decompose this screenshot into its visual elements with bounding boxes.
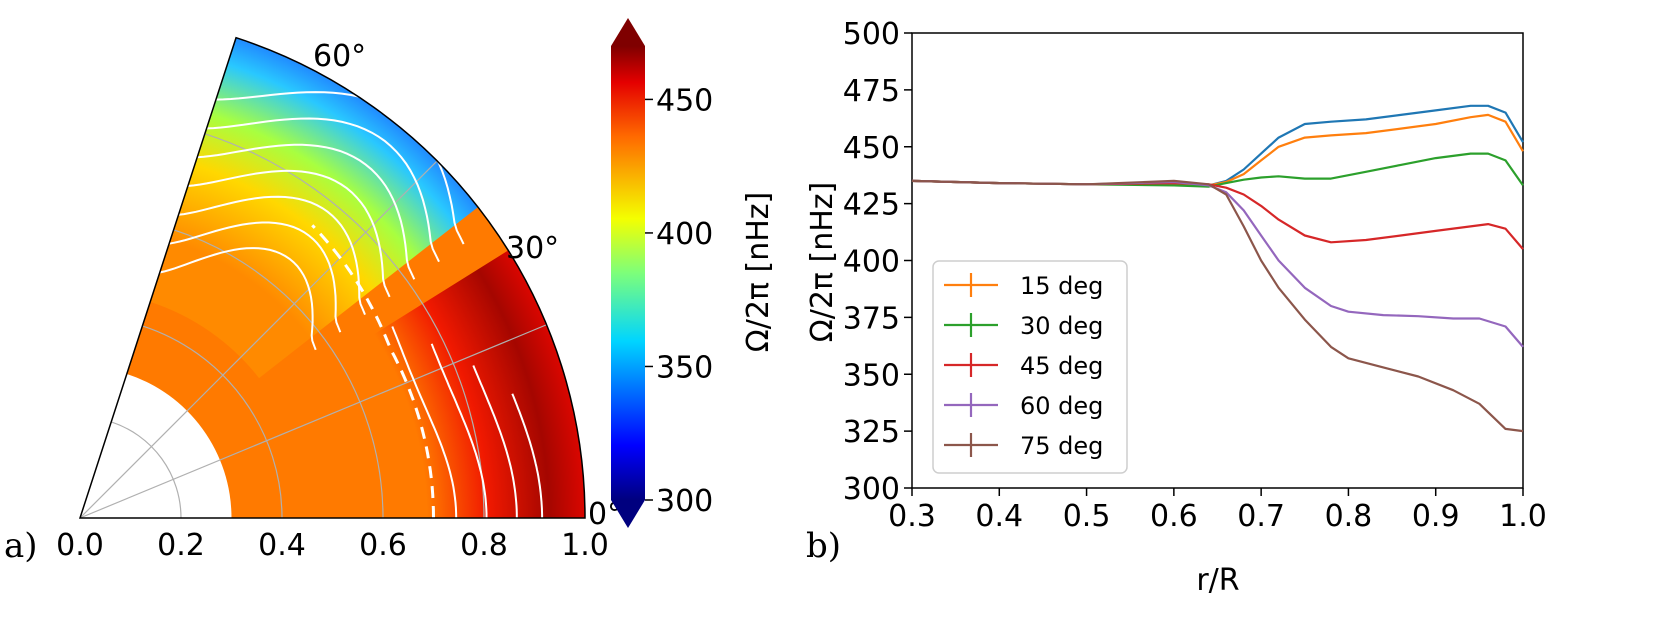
polar-wedge-outline: [78, 36, 586, 519]
contour-line: [159, 247, 317, 351]
contour-line: [206, 117, 440, 263]
polar-grid-arc: [111, 421, 182, 519]
contour-line: [430, 343, 488, 518]
y-axis-label: Ω/2π [nHz]: [805, 182, 840, 342]
polar-grid: [79, 133, 547, 519]
polar-radius-tick-label: 0.4: [258, 528, 306, 563]
y-tick-label: 325: [843, 415, 900, 450]
colorbar-bottom-extension: [611, 500, 645, 528]
contour-line: [197, 143, 416, 280]
y-tick-label: 375: [843, 301, 900, 336]
polar-radius-tick-label: 0.0: [56, 528, 104, 563]
polar-radius-ticks: 0.0 0.2 0.4 0.6 0.8 1.0: [56, 528, 609, 563]
polar-grid-spoke: [79, 160, 438, 519]
colorbar: 300 350 400 450 Ω/2π [nHz]: [611, 18, 776, 528]
legend-entry: 45 deg: [944, 352, 1103, 380]
x-tick-label: 0.5: [1063, 499, 1111, 534]
legend-box: [932, 260, 1128, 474]
legend: 15 deg 30 deg 45 deg 60 deg 75 deg: [932, 260, 1128, 474]
panel-label-a: a): [4, 526, 38, 566]
legend-entry: 60 deg: [944, 392, 1103, 420]
polar-radius-tick-label: 1.0: [561, 528, 609, 563]
x-axis-label: r/R: [1196, 563, 1239, 598]
y-tick-label: 300: [843, 472, 900, 507]
legend-entry: 75 deg: [944, 432, 1103, 460]
x-tick-label: 0.7: [1237, 499, 1285, 534]
y-tick-label: 400: [843, 245, 900, 280]
y-axis-ticks: 300 325 350 375 400 425 450 475 500: [843, 17, 912, 507]
contour-lines: [159, 91, 544, 519]
y-tick-label: 450: [843, 131, 900, 166]
contour-line: [215, 91, 465, 245]
contour-line: [511, 393, 544, 518]
colorbar-tick-label: 350: [656, 350, 713, 385]
polar-panel: 0.0 0.2 0.4 0.6 0.8 1.0 60° 30° 0° a): [4, 36, 622, 566]
legend-entry: 15 deg: [944, 272, 1103, 300]
x-tick-label: 0.6: [1150, 499, 1198, 534]
contour-line: [391, 326, 458, 519]
x-tick-label: 0.9: [1412, 499, 1460, 534]
colorbar-ticks: 300 350 400 450: [645, 83, 713, 519]
series-lines: [911, 104, 1524, 433]
angle-label-60: 60°: [313, 39, 366, 74]
contour-line: [178, 195, 366, 315]
colorbar-gradient: [611, 46, 645, 500]
contour-line: [168, 221, 342, 333]
legend-label: 45 deg: [1020, 352, 1103, 380]
colorbar-tick-label: 450: [656, 83, 713, 118]
colorbar-top-extension: [611, 18, 645, 46]
panel-label-b: b): [806, 526, 841, 566]
line-chart-panel: 300 325 350 375 400 425 450 475 500 0.3 0.4 0.5 0.6…: [805, 17, 1547, 598]
legend-label: 75 deg: [1020, 432, 1103, 460]
x-tick-label: 0.3: [888, 499, 936, 534]
y-tick-label: 350: [843, 358, 900, 393]
y-tick-label: 475: [843, 74, 900, 109]
angle-label-30: 30°: [506, 231, 559, 266]
contour-line: [472, 365, 518, 518]
legend-entry: 30 deg: [944, 312, 1103, 340]
polar-grid-spoke: [79, 324, 547, 519]
polar-radius-tick-label: 0.2: [157, 528, 205, 563]
x-tick-label: 0.8: [1325, 499, 1373, 534]
polar-radius-tick-label: 0.6: [359, 528, 407, 563]
tachocline-dashed-line: [311, 224, 435, 519]
x-tick-label: 1.0: [1499, 499, 1547, 534]
polar-radius-tick-label: 0.8: [460, 528, 508, 563]
legend-label: 30 deg: [1020, 312, 1103, 340]
polar-inner-core-blank: [80, 373, 232, 518]
colorbar-tick-label: 300: [656, 484, 713, 519]
polar-wedge-high-latitude: [150, 37, 478, 379]
x-axis-ticks: 0.3 0.4 0.5 0.6 0.7 0.8 0.9 1.0: [888, 488, 1547, 534]
legend-label: 60 deg: [1020, 392, 1103, 420]
colorbar-label: Ω/2π [nHz]: [741, 192, 776, 352]
legend-label: 15 deg: [1020, 272, 1103, 300]
legend-items: 15 deg 30 deg 45 deg 60 deg 75 deg: [944, 272, 1103, 460]
contour-line: [187, 169, 391, 298]
x-tick-label: 0.4: [975, 499, 1023, 534]
series-line-30-deg: [911, 152, 1524, 188]
polar-grid-arc: [173, 229, 384, 519]
polar-grid-arc: [204, 133, 485, 519]
y-tick-label: 500: [843, 17, 900, 52]
polar-grid-arc: [142, 325, 283, 519]
y-tick-label: 425: [843, 188, 900, 223]
colorbar-tick-label: 400: [656, 217, 713, 252]
series-line-75-deg: [911, 179, 1524, 433]
